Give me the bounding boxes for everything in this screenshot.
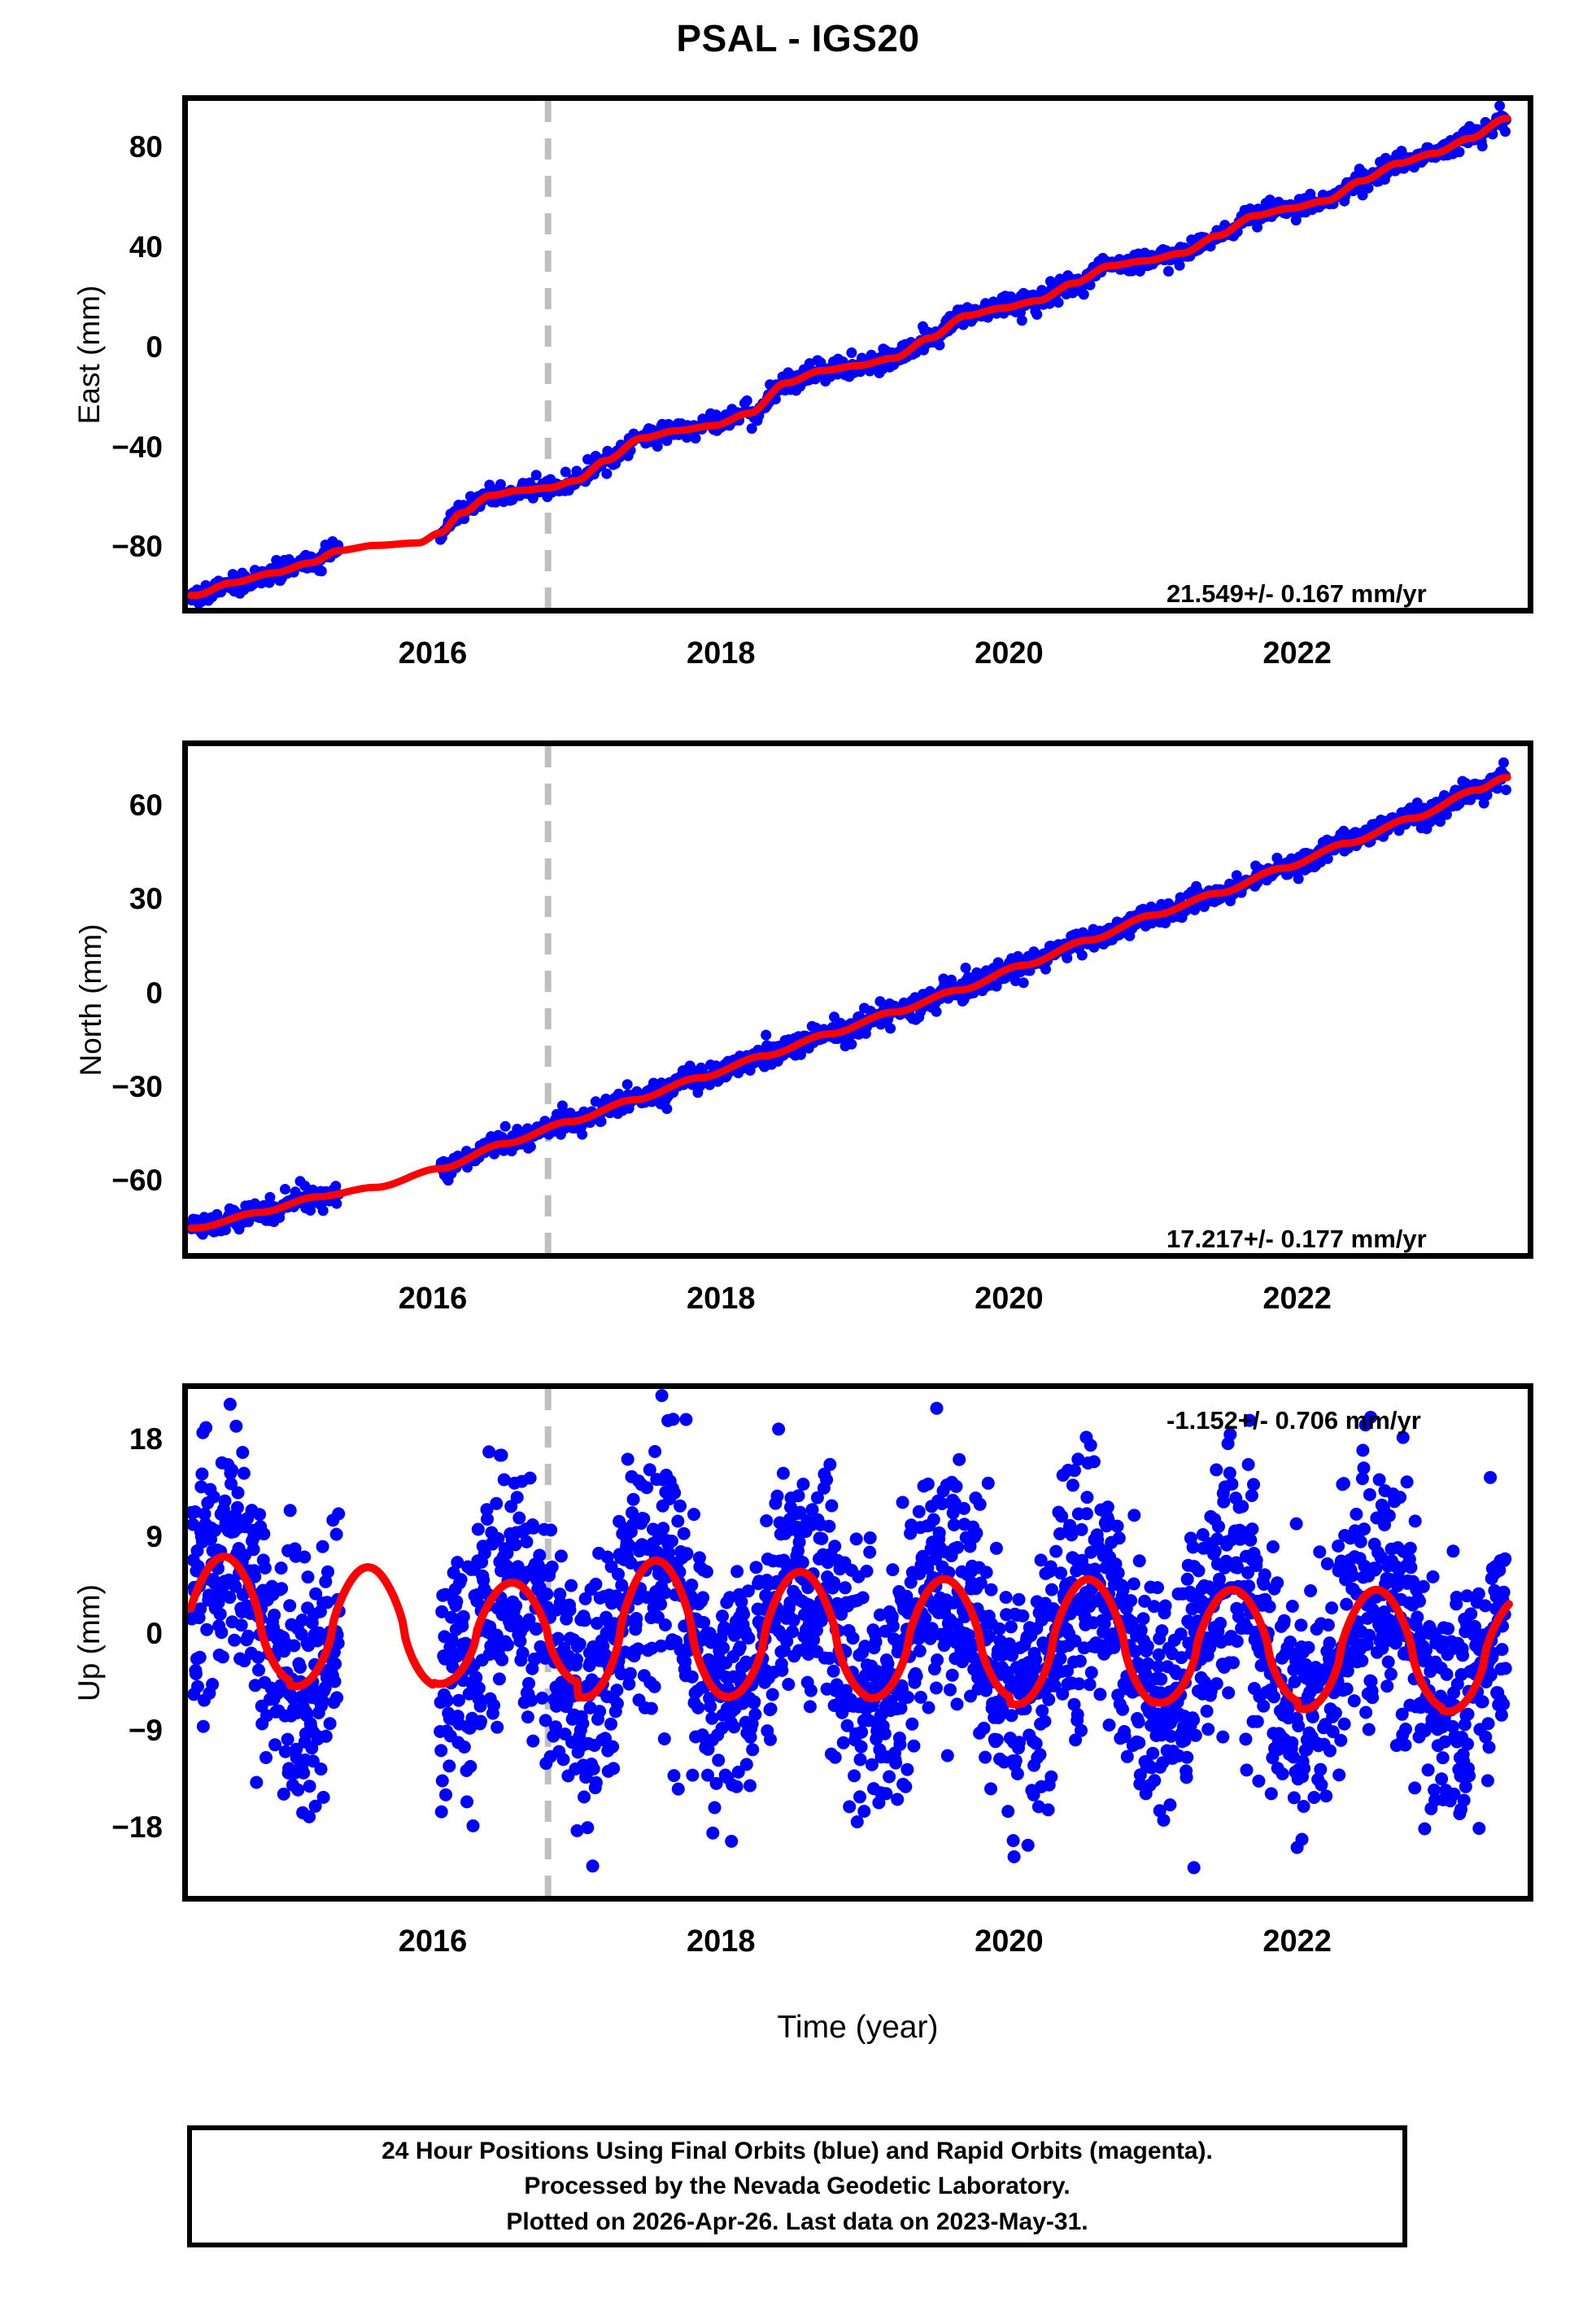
east-ytick-4: −80 (111, 530, 163, 564)
north-ytick-4: −60 (111, 1164, 163, 1198)
east-ytick-1: 40 (129, 230, 163, 264)
up-xtick-0: 2016 (398, 1924, 468, 1959)
north-xtick-2: 2020 (975, 1282, 1044, 1316)
up-ytick-3: −9 (128, 1714, 163, 1748)
north-ytick-0: 60 (129, 788, 163, 822)
north-xtick-0: 2016 (398, 1282, 468, 1316)
north-xtick-1: 2018 (686, 1282, 756, 1316)
north-plot-frame (182, 740, 1533, 1259)
x-axis-label: Time (year) (777, 2010, 939, 2045)
north-ytick-2: 0 (146, 976, 163, 1010)
east-ytick-3: −40 (111, 430, 163, 464)
up-xtick-3: 2022 (1262, 1924, 1332, 1959)
east-rate-annotation: 21.549+/- 0.167 mm/yr (1166, 579, 1427, 608)
east-xtick-3: 2022 (1262, 636, 1332, 670)
caption-box: 24 Hour Positions Using Final Orbits (bl… (187, 2125, 1407, 2247)
up-plot-canvas (182, 1383, 1533, 1902)
north-panel (182, 740, 1533, 1259)
north-ytick-3: −30 (111, 1070, 163, 1104)
up-xtick-2: 2020 (975, 1924, 1044, 1959)
caption-line-3: Plotted on 2026-Apr-26. Last data on 202… (506, 2208, 1088, 2235)
east-plot-canvas (182, 95, 1533, 614)
up-ytick-0: 18 (129, 1422, 163, 1457)
up-panel (182, 1383, 1533, 1902)
page-title: PSAL - IGS20 (676, 17, 920, 59)
east-xtick-2: 2020 (975, 636, 1044, 670)
east-panel (182, 95, 1533, 614)
east-ytick-0: 80 (129, 130, 163, 164)
east-ytick-2: 0 (146, 330, 163, 364)
east-plot-frame (182, 95, 1533, 614)
caption-line-2: Processed by the Nevada Geodetic Laborat… (524, 2173, 1071, 2200)
up-xtick-1: 2018 (686, 1924, 756, 1959)
north-plot-canvas (182, 740, 1533, 1259)
north-rate-annotation: 17.217+/- 0.177 mm/yr (1166, 1225, 1427, 1253)
east-xtick-0: 2016 (398, 636, 468, 670)
caption-line-1: 24 Hour Positions Using Final Orbits (bl… (382, 2137, 1213, 2164)
up-ytick-1: 9 (146, 1519, 163, 1553)
east-xtick-1: 2018 (686, 636, 756, 670)
up-ytick-4: −18 (111, 1810, 163, 1845)
north-xtick-3: 2022 (1262, 1282, 1332, 1316)
north-ytick-1: 30 (129, 882, 163, 916)
up-ytick-2: 0 (146, 1616, 163, 1650)
up-rate-annotation: -1.152+/- 0.706 mm/yr (1166, 1406, 1421, 1435)
